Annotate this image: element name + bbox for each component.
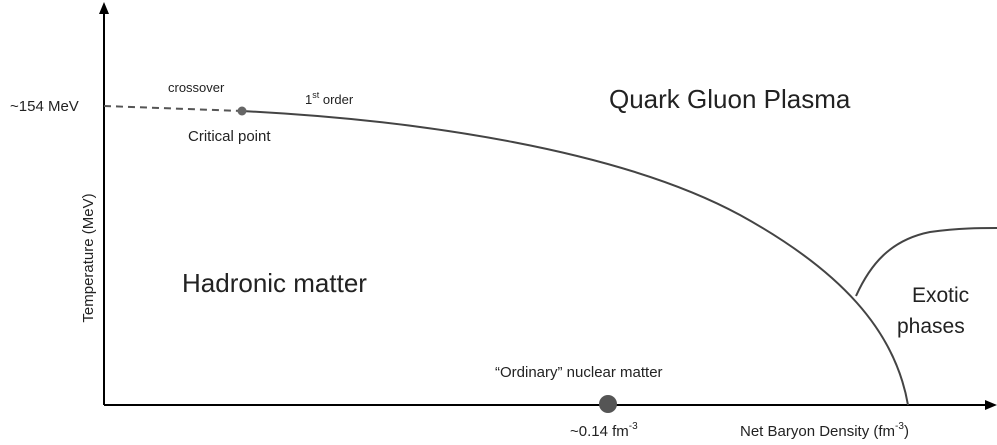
qgp-label: Quark Gluon Plasma <box>609 84 851 114</box>
sup: -3 <box>895 421 904 432</box>
first-order-line <box>241 110 909 406</box>
y-axis-label: Temperature (MeV) <box>80 193 97 322</box>
nuclear-matter-point <box>599 395 617 413</box>
crossover-line <box>103 105 243 112</box>
crossover-label: crossover <box>168 80 225 95</box>
exotic-label: phases <box>897 315 965 338</box>
critical-point-label: Critical point <box>188 128 271 145</box>
y-marker: ~154 MeV <box>10 98 79 115</box>
text: 1 <box>305 92 312 107</box>
critical-point <box>237 106 247 116</box>
nuclear-label: “Ordinary” nuclear matter <box>495 364 663 381</box>
y-axis-arrow <box>99 2 109 14</box>
exotic-boundary <box>855 227 997 297</box>
text: order <box>319 92 354 107</box>
x-marker: ~0.14 fm-3 <box>570 421 638 440</box>
first-order-label: 1st order <box>305 90 354 107</box>
sup: st <box>312 90 320 100</box>
text: ~0.14 fm <box>570 423 629 440</box>
x-axis-label: Net Baryon Density (fm-3) <box>740 421 909 440</box>
x-axis-arrow <box>985 400 997 410</box>
hadronic-label: Hadronic matter <box>182 268 367 298</box>
sup: -3 <box>629 421 638 432</box>
text: Net Baryon Density (fm <box>740 423 895 440</box>
text: ) <box>904 423 909 440</box>
exotic-label: Exotic <box>912 284 969 307</box>
